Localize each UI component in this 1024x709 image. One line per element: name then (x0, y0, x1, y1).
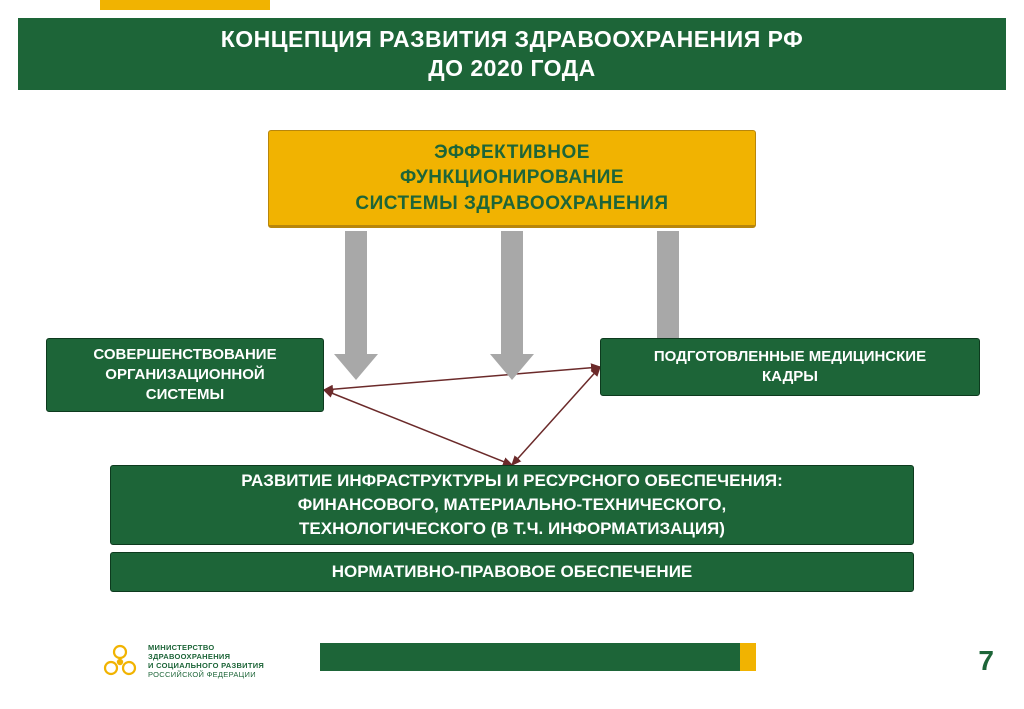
top-box-line-2: ФУНКЦИОНИРОВАНИЕ (400, 165, 624, 191)
ministry-logo-icon (100, 641, 140, 681)
arrow-shaft-1 (345, 231, 367, 361)
bottom-2-text: НОРМАТИВНО-ПРАВОВОЕ ОБЕСПЕЧЕНИЕ (332, 562, 693, 582)
mid-right-line-2: КАДРЫ (762, 367, 818, 387)
arrow-head-2 (490, 354, 534, 380)
top-box-line-1: ЭФФЕКТИВНОЕ (434, 140, 590, 166)
ministry-logo-text: МИНИСТЕРСТВО ЗДРАВООХРАНЕНИЯ И СОЦИАЛЬНО… (148, 643, 264, 679)
footer-bar-green (320, 643, 740, 671)
logo-line-3: И СОЦИАЛЬНОГО РАЗВИТИЯ (148, 661, 264, 670)
title-line-1: КОНЦЕПЦИЯ РАЗВИТИЯ ЗДРАВООХРАНЕНИЯ РФ (221, 25, 804, 54)
bottom-1-line-1: РАЗВИТИЕ ИНФРАСТРУКТУРЫ И РЕСУРСНОГО ОБЕ… (241, 469, 783, 493)
slide-footer: МИНИСТЕРСТВО ЗДРАВООХРАНЕНИЯ И СОЦИАЛЬНО… (0, 629, 1024, 709)
bottom-box-2: НОРМАТИВНО-ПРАВОВОЕ ОБЕСПЕЧЕНИЕ (110, 552, 914, 592)
arrow-shaft-2 (501, 231, 523, 361)
logo-line-1: МИНИСТЕРСТВО (148, 643, 264, 652)
title-line-2: ДО 2020 ГОДА (428, 54, 596, 83)
bottom-1-line-2: ФИНАНСОВОГО, МАТЕРИАЛЬНО-ТЕХНИЧЕСКОГО, (298, 493, 727, 517)
arrow-head-1 (334, 354, 378, 380)
mid-right-line-1: ПОДГОТОВЛЕННЫЕ МЕДИЦИНСКИЕ (654, 347, 926, 367)
mid-left-line-3: СИСТЕМЫ (146, 385, 224, 405)
top-goal-box: ЭФФЕКТИВНОЕ ФУНКЦИОНИРОВАНИЕ СИСТЕМЫ ЗДР… (268, 130, 756, 228)
top-box-line-3: СИСТЕМЫ ЗДРАВООХРАНЕНИЯ (355, 191, 668, 217)
footer-bar-yellow (740, 643, 756, 671)
slide-title-bar: КОНЦЕПЦИЯ РАЗВИТИЯ ЗДРАВООХРАНЕНИЯ РФ ДО… (18, 18, 1006, 90)
diagram-area: ЭФФЕКТИВНОЕ ФУНКЦИОНИРОВАНИЕ СИСТЕМЫ ЗДР… (0, 100, 1024, 629)
top-accent-tab (100, 0, 270, 10)
bottom-1-line-3: ТЕХНОЛОГИЧЕСКОГО (В Т.Ч. ИНФОРМАТИЗАЦИЯ) (299, 517, 725, 541)
mid-right-box: ПОДГОТОВЛЕННЫЕ МЕДИЦИНСКИЕ КАДРЫ (600, 338, 980, 396)
ministry-logo: МИНИСТЕРСТВО ЗДРАВООХРАНЕНИЯ И СОЦИАЛЬНО… (100, 641, 264, 681)
mid-left-box: СОВЕРШЕНСТВОВАНИЕ ОРГАНИЗАЦИОННОЙ СИСТЕМ… (46, 338, 324, 412)
mid-left-line-1: СОВЕРШЕНСТВОВАНИЕ (93, 345, 276, 365)
logo-line-4: РОССИЙСКОЙ ФЕДЕРАЦИИ (148, 670, 264, 679)
logo-line-2: ЗДРАВООХРАНЕНИЯ (148, 652, 264, 661)
bottom-box-1: РАЗВИТИЕ ИНФРАСТРУКТУРЫ И РЕСУРСНОГО ОБЕ… (110, 465, 914, 545)
page-number: 7 (978, 645, 994, 677)
mid-left-line-2: ОРГАНИЗАЦИОННОЙ (105, 365, 264, 385)
